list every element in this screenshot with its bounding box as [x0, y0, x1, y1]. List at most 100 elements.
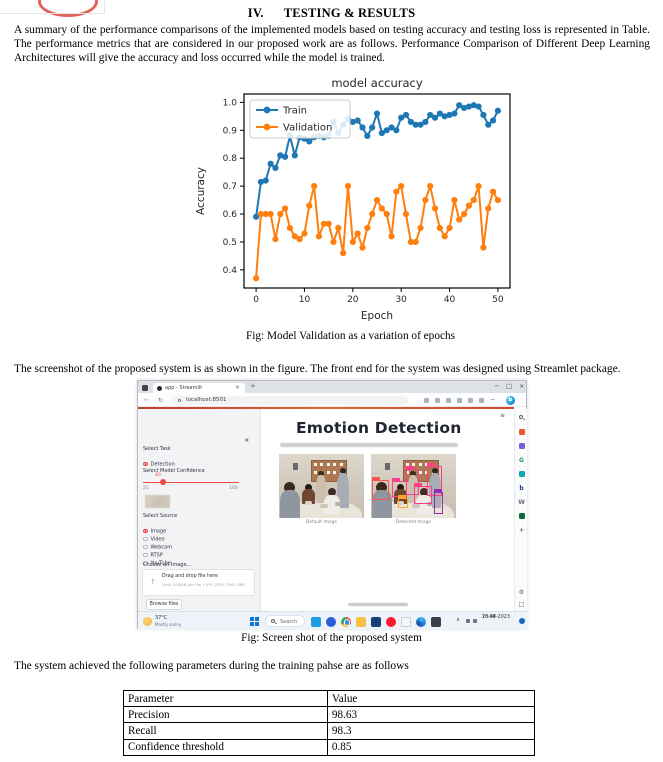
tray-network-icon[interactable]: [466, 619, 470, 623]
close-icon[interactable]: ×: [519, 382, 525, 390]
svg-text:model accuracy: model accuracy: [331, 76, 423, 90]
board-paper: [333, 470, 337, 474]
table-item: [335, 501, 341, 506]
search-label: Search: [280, 618, 298, 625]
sidebar-close-icon[interactable]: ×: [244, 435, 250, 444]
source-option-rtsp[interactable]: RTSP: [143, 545, 253, 558]
folder-icon[interactable]: [356, 616, 366, 627]
svg-text:0.7: 0.7: [223, 182, 237, 192]
source-option-video[interactable]: Video: [143, 529, 253, 542]
person-body: [337, 472, 349, 508]
svg-text:1.0: 1.0: [223, 98, 238, 108]
board-paper: [333, 462, 337, 466]
person-body: [416, 494, 432, 514]
chrome-icon[interactable]: [341, 616, 351, 627]
svg-text:0: 0: [253, 295, 259, 305]
workspace-icon[interactable]: [142, 384, 148, 391]
refresh-icon[interactable]: ↻: [158, 396, 164, 404]
wall-frame: [293, 462, 298, 470]
panel-icon[interactable]: □: [518, 600, 525, 608]
tray-date: 23-04-2023: [482, 615, 510, 620]
table-item: [412, 503, 420, 508]
section-number: IV.: [247, 6, 264, 20]
radio-label: RTSP: [150, 552, 163, 559]
svg-text:10: 10: [299, 295, 311, 305]
address-bar[interactable]: localhost:8501: [172, 395, 408, 405]
slider-handle[interactable]: [160, 479, 166, 486]
svg-text:0.9: 0.9: [223, 126, 238, 136]
svg-text:Epoch: Epoch: [361, 310, 393, 322]
toolbar-icon-6[interactable]: [479, 398, 484, 403]
radio-label: YouTube: [150, 560, 171, 567]
browser-titlebar: app - Streamlit × + − □ ×: [138, 381, 526, 393]
toolbar-icon-3[interactable]: [446, 398, 451, 403]
app-black-icon[interactable]: [431, 616, 441, 627]
toolbar-icon-2[interactable]: [435, 398, 440, 403]
extension-g-icon[interactable]: G: [519, 456, 524, 464]
extension-teal-icon[interactable]: [518, 470, 525, 477]
person-body: [324, 494, 340, 514]
copilot-icon[interactable]: b: [506, 395, 515, 405]
browser-tab[interactable]: app - Streamlit ×: [153, 383, 245, 393]
person-body: [316, 474, 326, 503]
app-menu-icon[interactable]: ≡: [500, 411, 506, 419]
notification-badge[interactable]: [519, 618, 525, 624]
toolbar-icon-1[interactable]: [424, 398, 429, 403]
minimize-icon[interactable]: −: [494, 382, 500, 390]
table-row: Recall 98.3: [123, 722, 536, 740]
settings-gear-icon[interactable]: ⚙: [518, 588, 525, 596]
table-row: Confidence threshold 0.85: [123, 738, 536, 756]
task-option-detection[interactable]: Detection: [143, 454, 253, 467]
person-body: [408, 474, 418, 503]
tray-time: 10:48: [482, 615, 496, 620]
default-image: [279, 453, 364, 518]
svg-text:Train: Train: [282, 106, 307, 117]
document-icon[interactable]: [401, 616, 411, 627]
radio-icon: [143, 544, 148, 550]
table-item: [305, 500, 312, 505]
svg-text:Accuracy: Accuracy: [195, 167, 207, 215]
radio-label: Webcam: [150, 544, 173, 551]
collapse-toolbar-icon[interactable]: −: [490, 396, 496, 403]
confidence-slider[interactable]: [143, 481, 239, 484]
extension-darkgreen-icon[interactable]: [518, 512, 525, 519]
sidebar-search-icon[interactable]: [519, 414, 523, 419]
slider-value: 40: [155, 472, 161, 478]
select-task-label: Select Task: [143, 445, 171, 452]
tray-caret-icon[interactable]: ∧: [456, 617, 461, 623]
opera-icon[interactable]: [386, 616, 396, 627]
board-paper: [418, 470, 422, 474]
extension-violet-icon[interactable]: [518, 442, 525, 449]
browse-files-button[interactable]: Browse files: [146, 598, 182, 610]
source-option-youtube[interactable]: YouTube: [143, 553, 253, 566]
toolbar-icon-5[interactable]: [468, 398, 473, 403]
extension-w-icon[interactable]: W: [518, 498, 525, 506]
table-cell: Recall: [123, 722, 328, 740]
taskbar-search[interactable]: Search: [265, 615, 305, 627]
radio-label: Image: [150, 528, 167, 535]
windows-taskbar: 37°C Mostly sunny Search ∧ 10:48 23-04-2…: [138, 611, 528, 630]
start-button[interactable]: [250, 616, 259, 626]
file-explorer-icon[interactable]: [311, 616, 321, 627]
detection-label: [398, 494, 406, 498]
radio-label: Video: [150, 536, 165, 543]
source-option-image[interactable]: Image: [143, 521, 253, 534]
board-paper: [418, 462, 422, 466]
board-paper: [425, 470, 429, 474]
tab-close-icon[interactable]: ×: [235, 384, 241, 391]
toolbar-icon-4[interactable]: [457, 398, 462, 403]
app-blue-icon[interactable]: [326, 616, 336, 627]
extension-red-icon[interactable]: [518, 428, 525, 435]
tray-volume-icon[interactable]: [473, 619, 477, 623]
edge-icon[interactable]: [416, 616, 426, 627]
extension-b-icon[interactable]: b: [519, 484, 524, 492]
table-cell: 98.3: [326, 722, 536, 740]
weather-icon[interactable]: [143, 617, 152, 626]
maximize-icon[interactable]: □: [506, 382, 513, 390]
back-icon[interactable]: ←: [144, 396, 150, 404]
source-option-webcam[interactable]: Webcam: [143, 537, 253, 550]
file-uploader[interactable]: ↑ Drag and drop file here Limit 200MB pe…: [142, 568, 255, 596]
new-tab-icon[interactable]: +: [250, 382, 256, 390]
app-navy-icon[interactable]: [371, 616, 381, 627]
add-icon[interactable]: +: [518, 526, 525, 534]
